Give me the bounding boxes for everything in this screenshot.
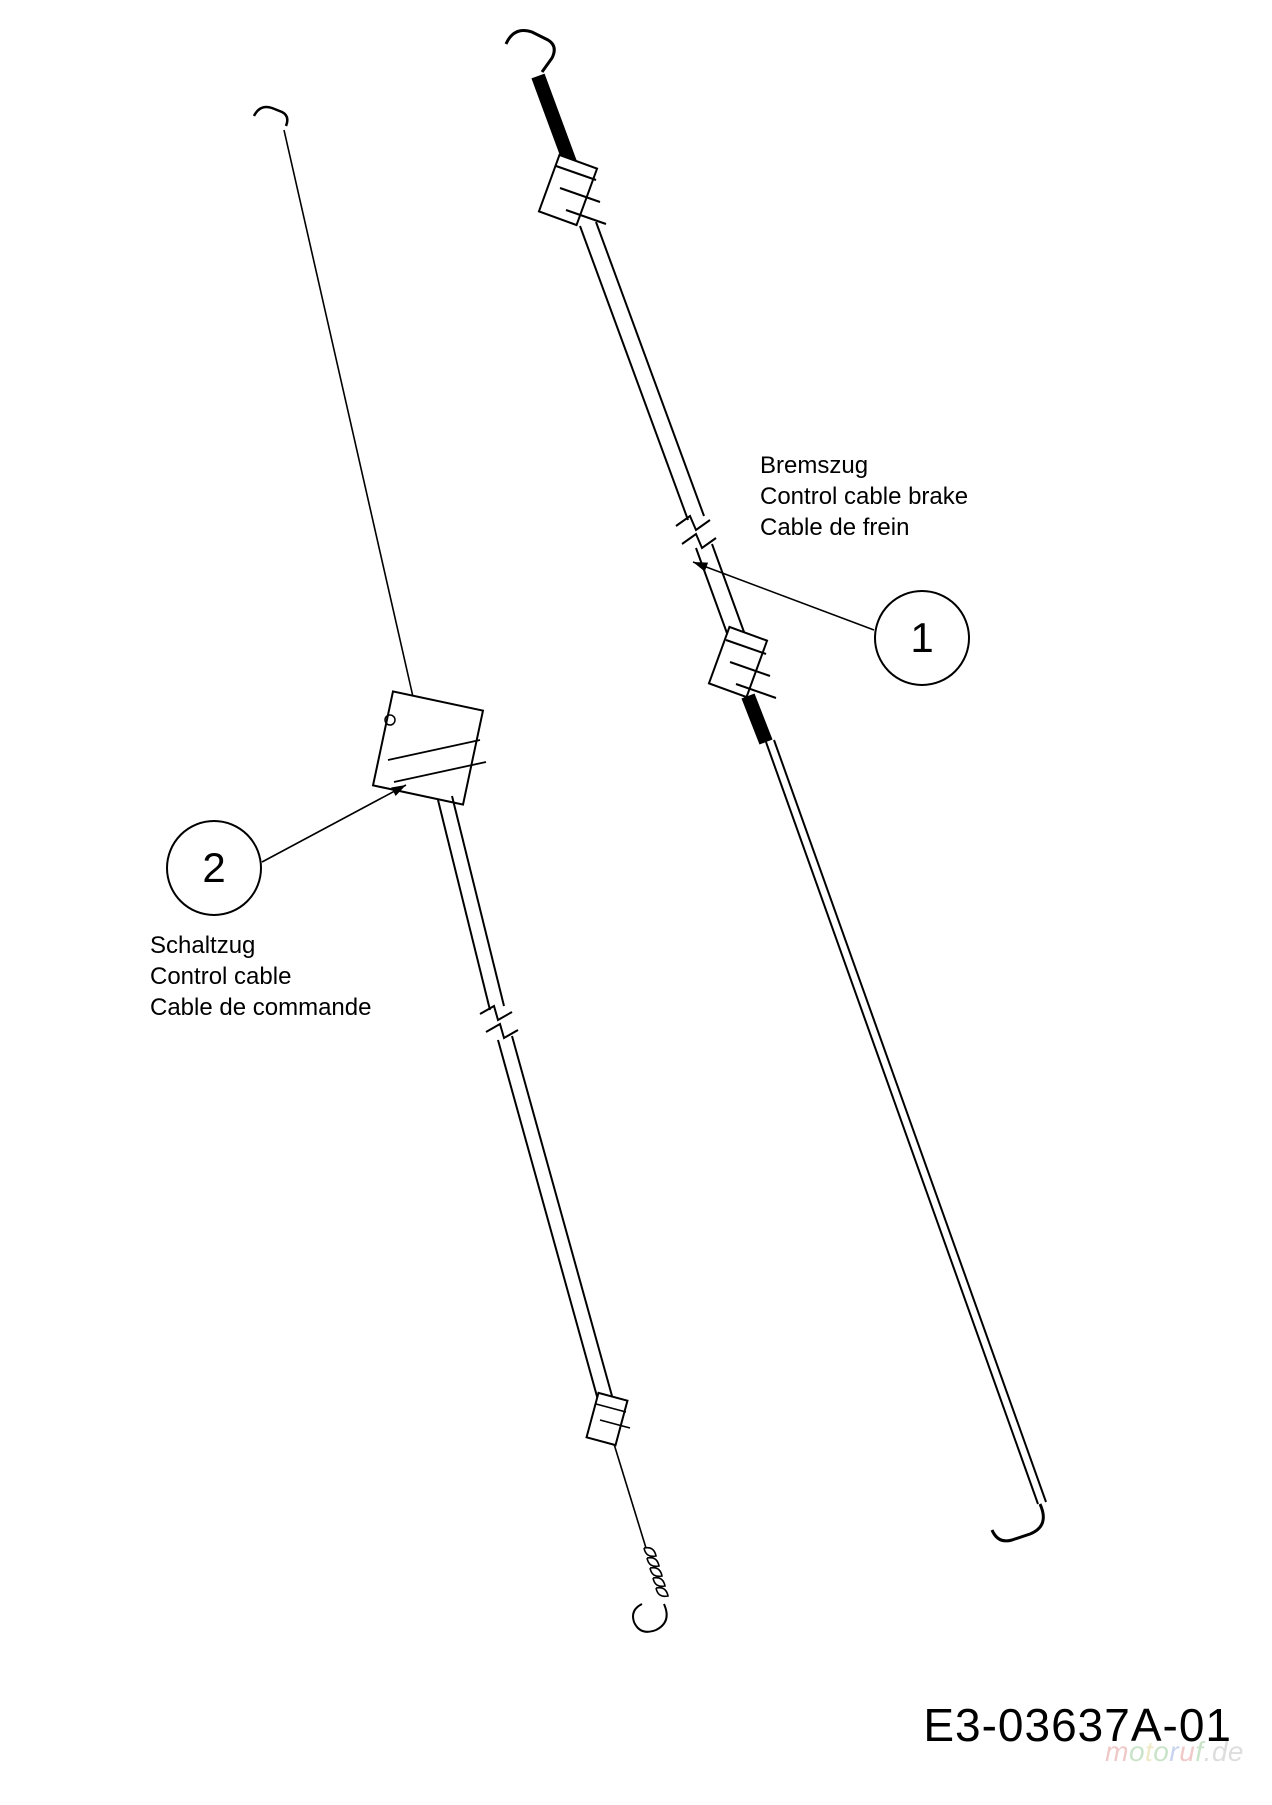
part-1-label-en: Control cable brake [760,481,968,512]
callout-2-number: 2 [202,844,225,892]
part-1-label: Bremszug Control cable brake Cable de fr… [760,450,968,544]
parts-diagram: Bremszug Control cable brake Cable de fr… [0,0,1272,1800]
part-1-label-de: Bremszug [760,450,968,481]
part-2-drawing [254,107,668,1632]
leader-2 [262,785,406,862]
part-1-label-fr: Cable de frein [760,512,968,543]
callout-1: 1 [874,590,970,686]
callout-1-number: 1 [910,614,933,662]
part-2-label-fr: Cable de commande [150,992,371,1023]
leader-1 [693,562,874,630]
part-2-label: Schaltzug Control cable Cable de command… [150,930,371,1024]
watermark: motoruf.de [1105,1736,1244,1768]
part-2-label-en: Control cable [150,961,371,992]
callout-2: 2 [166,820,262,916]
part-2-label-de: Schaltzug [150,930,371,961]
part-1-drawing [506,31,1046,1541]
